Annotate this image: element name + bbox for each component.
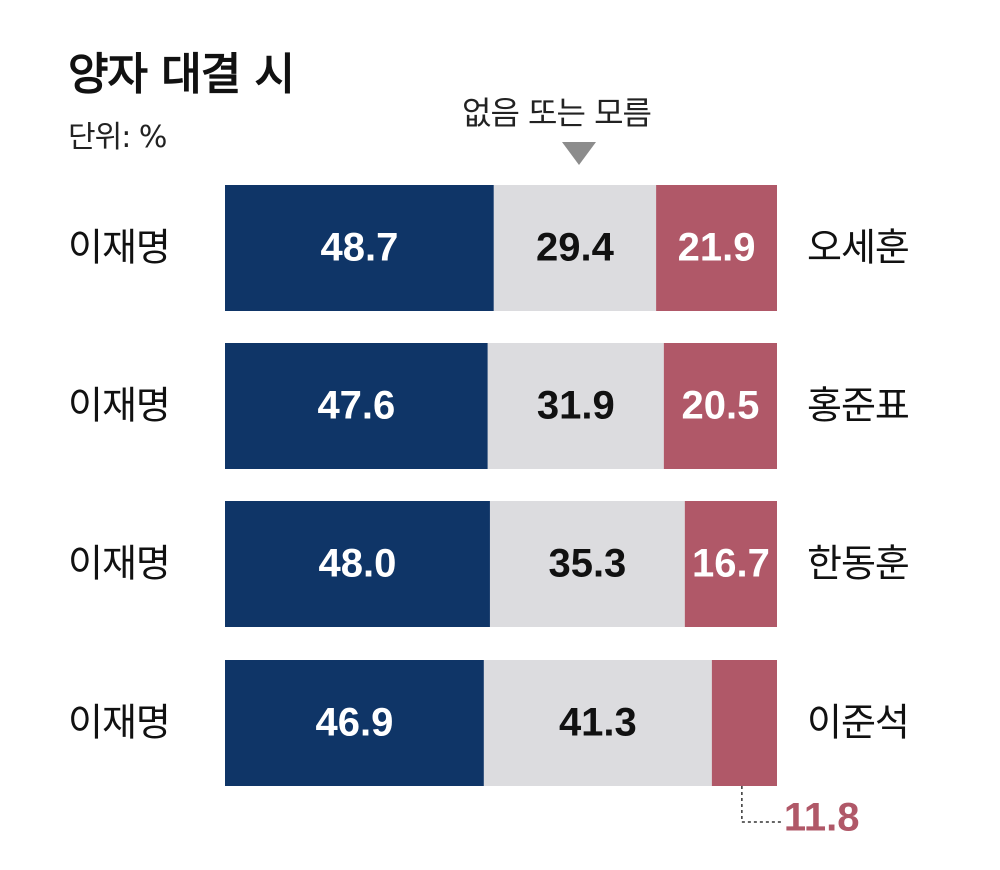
middle-category-label: 없음 또는 모름	[462, 94, 652, 132]
bar-middle	[483, 660, 712, 786]
callout-leader-line	[741, 786, 782, 823]
value-label-middle: 41.3	[559, 701, 637, 745]
bar-left	[225, 343, 488, 469]
bar-right	[684, 501, 777, 627]
value-label-left: 47.6	[317, 384, 395, 428]
bar-middle	[489, 501, 685, 627]
value-label-middle: 35.3	[548, 542, 626, 586]
bar-middle	[493, 185, 657, 311]
bar-right	[711, 660, 777, 786]
row-right-label: 오세훈	[807, 226, 909, 270]
row-left-label: 이재명	[68, 701, 170, 745]
row-right-label: 이준석	[807, 701, 909, 745]
bar-right	[663, 343, 777, 469]
value-label-middle: 29.4	[536, 226, 615, 270]
value-label-left: 48.7	[320, 226, 398, 270]
value-label-middle: 31.9	[537, 384, 615, 428]
unit-label: 단위: %	[68, 120, 167, 155]
row-left-label: 이재명	[68, 542, 170, 586]
value-label-right: 11.8	[784, 796, 860, 840]
row-right-label: 한동훈	[807, 542, 909, 586]
value-label-right: 21.9	[678, 226, 756, 270]
bar-right	[656, 185, 777, 311]
bar-left	[225, 185, 494, 311]
row-right-label: 홍준표	[807, 384, 909, 428]
value-label-left: 46.9	[316, 701, 394, 745]
row-left-label: 이재명	[68, 384, 170, 428]
bar-left	[225, 501, 490, 627]
bar-left	[225, 660, 484, 786]
down-triangle-icon	[562, 142, 596, 165]
row-left-label: 이재명	[68, 226, 170, 270]
value-label-right: 16.7	[692, 542, 770, 586]
value-label-left: 48.0	[319, 542, 397, 586]
chart-title: 양자 대결 시	[68, 49, 295, 100]
bar-middle	[487, 343, 664, 469]
value-label-right: 20.5	[681, 384, 759, 428]
